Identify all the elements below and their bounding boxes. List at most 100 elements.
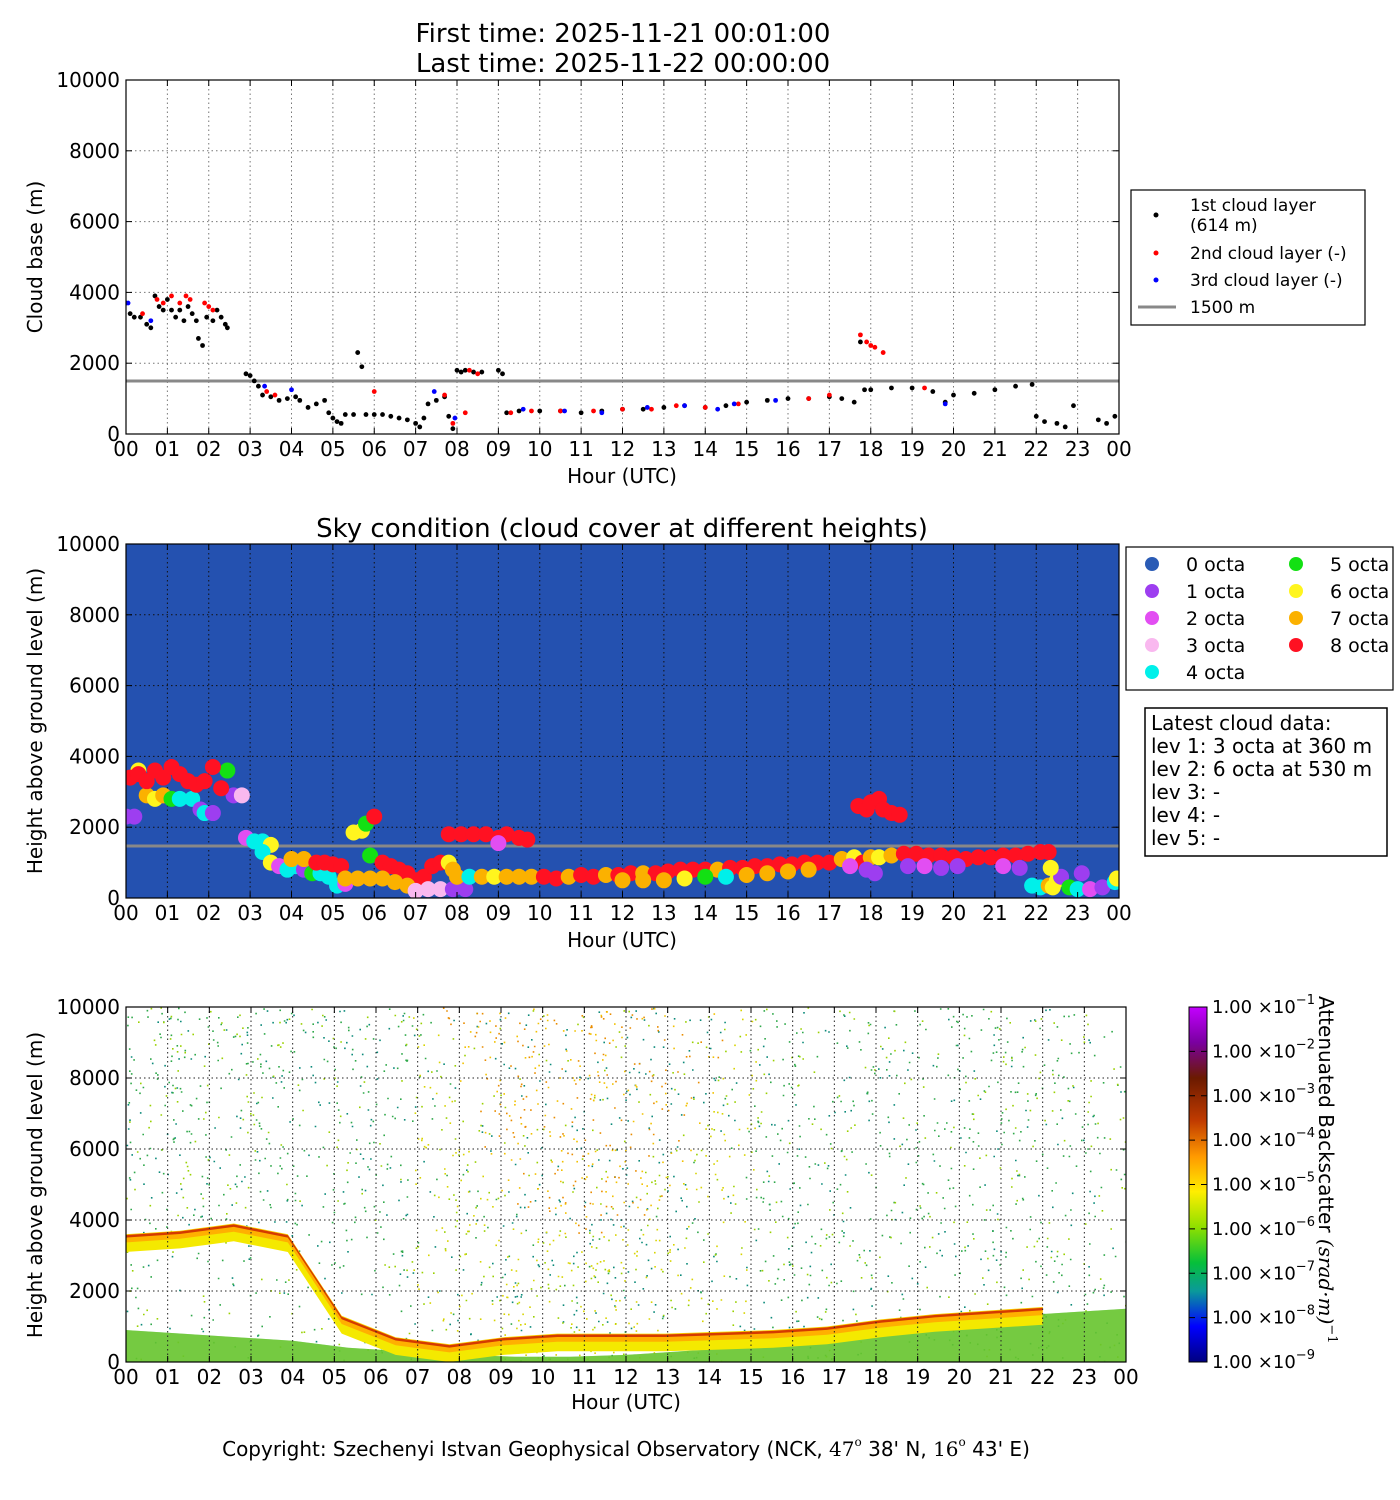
colorbar-tick-label: 1.00 ×10−2: [1212, 1037, 1315, 1062]
x-tick-label: 02: [196, 437, 221, 461]
y-axis-label: Height above ground level (m): [23, 568, 47, 874]
latitude-minutes: 38' N,: [862, 1437, 933, 1461]
first-layer-point: [537, 408, 543, 414]
x-tick-label: 19: [905, 1365, 930, 1389]
colorbar-tick-label: 1.00 ×10−5: [1212, 1171, 1315, 1196]
legend-marker-3rd-layer: [1153, 277, 1159, 283]
first-layer-point: [723, 403, 729, 409]
x-tick-label: 01: [155, 1365, 180, 1389]
colorbar-tick-label: 1.00 ×10−6: [1212, 1215, 1315, 1240]
y-tick-label: 2000: [69, 351, 120, 375]
octa-point-6: [1108, 870, 1119, 887]
second-layer-point: [450, 420, 456, 426]
second-layer-point: [177, 300, 183, 306]
octa-point-8: [477, 826, 494, 843]
first-layer-point: [380, 412, 385, 417]
colorbar-tick-label: 1.00 ×10−1: [1212, 993, 1315, 1018]
title-line1: First time: 2025-11-21 00:01:00: [416, 19, 831, 49]
octa-point-3: [407, 882, 424, 898]
octa-point-8: [895, 845, 912, 862]
colorbar-tick-label: 1.00 ×10−3: [1212, 1082, 1315, 1107]
x-tick-label: 23: [1065, 437, 1090, 461]
second-layer-point: [169, 293, 174, 299]
octa-point-1: [126, 808, 143, 825]
octa-point-7: [780, 863, 796, 880]
y-tick-label: 2000: [69, 1279, 120, 1303]
octa-point-8: [908, 845, 925, 862]
octa-point-4: [717, 868, 734, 885]
legend-label-octa-1: 1 octa: [1186, 581, 1245, 603]
colorbar-tick-label: 1.00 ×10−9: [1212, 1348, 1315, 1373]
info-box-line-2: lev 2: 6 octa at 530 m: [1151, 757, 1372, 781]
legend-label-octa-3: 3 octa: [1186, 635, 1245, 657]
legend-label-octa-5: 5 octa: [1330, 554, 1389, 576]
second-layer-point: [620, 406, 625, 412]
y-tick-label: 0: [107, 1350, 120, 1374]
octa-point-7: [295, 851, 312, 868]
octa-point-4: [1069, 881, 1086, 898]
legend-label-octa-8: 8 octa: [1330, 635, 1389, 657]
first-layer-point: [276, 397, 282, 403]
octa-point-8: [333, 858, 350, 875]
second-layer-point: [210, 307, 216, 313]
x-tick-label: 17: [822, 1365, 847, 1389]
octa-point-8: [548, 870, 565, 887]
first-layer-point: [144, 321, 150, 327]
first-layer-point: [297, 397, 303, 403]
first-layer-point: [181, 318, 187, 324]
cloud-base-panel: 00 01 02 03 04 05 06 07 08 09 10 11 12 13 14 15 16 17 18 19…: [23, 68, 1366, 488]
y-tick-label: 10000: [56, 68, 120, 92]
third-layer-point: [715, 406, 721, 412]
x-tick-label: 08: [447, 1365, 472, 1389]
first-layer-point: [388, 413, 394, 419]
first-layer-point: [862, 387, 867, 393]
y-tick-label: 8000: [69, 603, 120, 627]
octa-point-7: [597, 866, 614, 883]
x-tick-label: 08: [444, 901, 469, 925]
x-tick-label: 06: [362, 901, 387, 925]
legend-label-1st-layer: 1st cloud layer: [1190, 196, 1316, 216]
second-layer-point: [272, 392, 278, 398]
octa-point-8: [933, 847, 950, 864]
octa-legend: 0 octa 1 octa 2 octa 3 octa 4 octa 5 octa 6 oc…: [1125, 546, 1394, 691]
first-layer-point: [284, 396, 290, 401]
first-layer-point: [260, 392, 265, 398]
boundary-layer-overlay: [126, 1308, 1126, 1362]
second-layer-point: [442, 392, 447, 398]
first-layer-point: [342, 412, 348, 417]
x-tick-label: 10: [527, 901, 552, 925]
octa-point-8: [970, 849, 987, 866]
second-layer-point: [922, 385, 927, 391]
octa-point-5: [697, 868, 714, 885]
octa-point-8: [1007, 847, 1024, 864]
octa-point-1: [204, 805, 221, 822]
x-tick-label: 12: [613, 1365, 638, 1389]
third-layer-point: [431, 389, 437, 394]
y-tick-label: 4000: [69, 744, 120, 768]
second-layer-point: [508, 410, 514, 416]
grid: [126, 80, 1119, 434]
second-layer-point: [558, 408, 563, 414]
first-layer-point: [479, 369, 485, 375]
third-layer-point: [520, 406, 526, 412]
copyright-text: Copyright: Szechenyi Istvan Geophysical …: [222, 1437, 829, 1461]
y-tick-label: 0: [107, 886, 120, 910]
colorbar: 1.00 ×10−9 1.00 ×10−8 1.00 ×10−7 1.00 ×10−6…: [1188, 993, 1339, 1373]
second-layer-point: [880, 350, 886, 355]
y-tick-label: 6000: [69, 210, 120, 234]
first-layer-point: [256, 383, 261, 389]
first-layer-point: [330, 415, 336, 421]
x-tick-label: 06: [362, 437, 387, 461]
x-tick-label: 21: [988, 1365, 1013, 1389]
first-layer-point: [458, 369, 464, 375]
octa-point-7: [614, 872, 631, 889]
colorbar-tick-label: 1.00 ×10−4: [1212, 1126, 1315, 1151]
first-layer-point: [889, 385, 894, 391]
octa-point-8: [535, 868, 552, 885]
first-layer-point: [450, 426, 456, 432]
octa-point-1: [457, 881, 474, 898]
octa-point-2: [490, 835, 507, 852]
legend-label-octa-0: 0 octa: [1186, 554, 1245, 576]
x-tick-label: 00: [1106, 901, 1131, 925]
